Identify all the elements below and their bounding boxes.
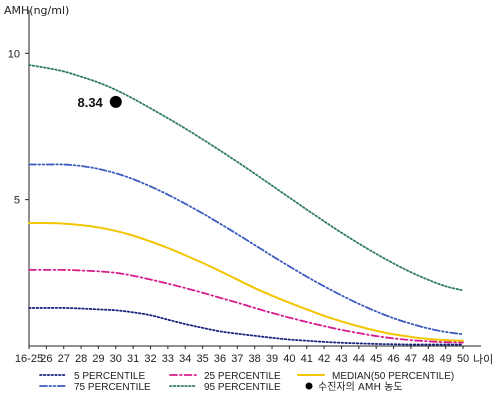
x-tick-label: 33 bbox=[162, 353, 174, 365]
y-tick-label: 10 bbox=[8, 48, 20, 60]
x-tick-label: 49 bbox=[440, 353, 452, 365]
x-tick-label: 34 bbox=[179, 353, 191, 365]
x-axis-title: 나이 bbox=[473, 353, 493, 366]
series-group bbox=[28, 64, 464, 346]
legend-label-25-percentile: 25 PERCENTILE bbox=[204, 371, 281, 382]
legend-marker-swatch bbox=[305, 382, 313, 390]
x-tick-label: 32 bbox=[144, 353, 156, 365]
x-tick-label: 39 bbox=[266, 353, 278, 365]
x-tick-label: 43 bbox=[335, 353, 347, 365]
x-tick-label: 46 bbox=[387, 353, 399, 365]
x-tick-label: 37 bbox=[231, 353, 243, 365]
x-tick-label: 45 bbox=[370, 353, 382, 365]
x-tick-label: 41 bbox=[301, 353, 313, 365]
x-tick-label: 35 bbox=[196, 353, 208, 365]
x-tick-label: 40 bbox=[283, 353, 295, 365]
series-line-25-percentile bbox=[28, 268, 464, 344]
x-tick-label: 26 bbox=[40, 353, 52, 365]
series-line-5-percentile bbox=[28, 307, 464, 346]
x-tick-label: 30 bbox=[110, 353, 122, 365]
x-tick-label: 36 bbox=[214, 353, 226, 365]
x-tick-label: 28 bbox=[75, 353, 87, 365]
legend-label-patient-amh: 수진자의 AMH 농도 bbox=[318, 381, 403, 393]
series-line-75-percentile bbox=[28, 163, 464, 336]
x-tick-label: 27 bbox=[58, 353, 70, 365]
series-line-95-percentile bbox=[28, 64, 464, 292]
x-tick-label: 29 bbox=[92, 353, 104, 365]
x-tick-label: 47 bbox=[405, 353, 417, 365]
series-line-median-50-percentile bbox=[28, 222, 464, 342]
y-tick-label: 5 bbox=[14, 195, 20, 207]
x-tick-label: 42 bbox=[318, 353, 330, 365]
x-tick-label: 38 bbox=[249, 353, 261, 365]
legend-label-75-percentile: 75 PERCENTILE bbox=[74, 382, 151, 393]
marker-group: 8.34 bbox=[77, 95, 122, 110]
x-tick-label: 44 bbox=[353, 353, 365, 365]
x-tick-label: 48 bbox=[422, 353, 434, 365]
legend-label-median-50-percentile: MEDIAN(50 PERCENTILE) bbox=[332, 371, 454, 382]
legend-label-5-percentile: 5 PERCENTILE bbox=[74, 371, 145, 382]
y-axis-title: AMH(ng/ml) bbox=[4, 4, 69, 17]
legend-group: 5 PERCENTILE 25 PERCENTILE MEDIAN(50 PERCE… bbox=[39, 371, 454, 393]
legend-label-95-percentile: 95 PERCENTILE bbox=[204, 382, 281, 393]
x-tick-label: 31 bbox=[127, 353, 139, 365]
x-tick-label: 50 bbox=[457, 353, 469, 365]
x-tick-label: 16-25 bbox=[15, 353, 43, 365]
patient-amh-value-label: 8.34 bbox=[77, 95, 103, 110]
patient-amh-point bbox=[109, 95, 122, 108]
